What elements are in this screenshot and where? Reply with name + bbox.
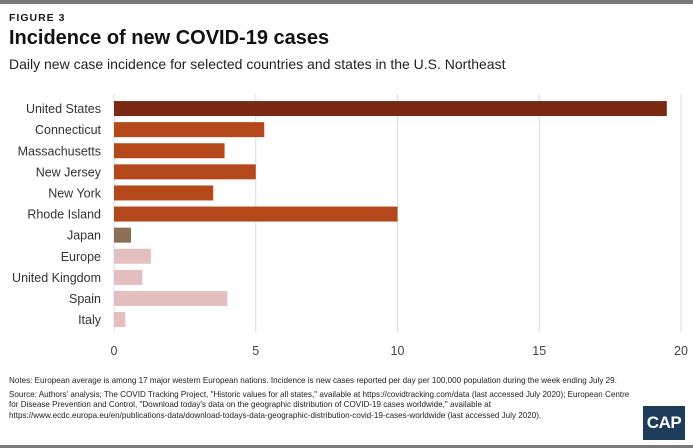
bar xyxy=(114,290,228,306)
cap-logo: CAP xyxy=(643,406,685,440)
figure-label: FIGURE 3 xyxy=(9,12,66,24)
category-label: Massachusetts xyxy=(18,144,101,158)
category-label: New Jersey xyxy=(36,165,102,179)
category-label: Connecticut xyxy=(35,123,102,137)
category-label: Rhode Island xyxy=(27,208,101,222)
notes-block: Notes: European average is among 17 majo… xyxy=(9,376,634,421)
bar xyxy=(114,122,265,138)
category-label: United Kingdom xyxy=(12,271,101,285)
bar xyxy=(114,206,398,222)
bar xyxy=(114,101,667,117)
bar xyxy=(114,185,214,201)
bar xyxy=(114,269,143,285)
bar xyxy=(114,227,132,243)
bar xyxy=(114,164,256,180)
chart-subtitle: Daily new case incidence for selected co… xyxy=(9,56,506,72)
x-tick-label: 10 xyxy=(391,344,405,358)
bar xyxy=(114,143,225,159)
source-text: Source: Authors' analysis; The COVID Tra… xyxy=(9,389,630,420)
bottom-rule xyxy=(0,445,693,448)
bar-chart: United States Connecticut Massachusetts New… xyxy=(12,94,688,358)
category-label: Europe xyxy=(61,250,101,264)
x-tick-label: 20 xyxy=(674,344,688,358)
x-tick-label: 0 xyxy=(111,344,118,358)
x-tick-label: 15 xyxy=(532,344,546,358)
notes-text: Notes: European average is among 17 majo… xyxy=(9,376,617,385)
bar xyxy=(114,248,151,264)
category-label: Japan xyxy=(67,229,101,243)
top-rule xyxy=(0,0,693,4)
category-label: Spain xyxy=(69,292,101,306)
chart-title: Incidence of new COVID-19 cases xyxy=(9,27,330,49)
category-label: New York xyxy=(48,186,102,200)
category-label: Italy xyxy=(78,313,102,327)
category-label: United States xyxy=(26,102,101,116)
bar xyxy=(114,312,126,328)
x-tick-label: 5 xyxy=(252,344,259,358)
